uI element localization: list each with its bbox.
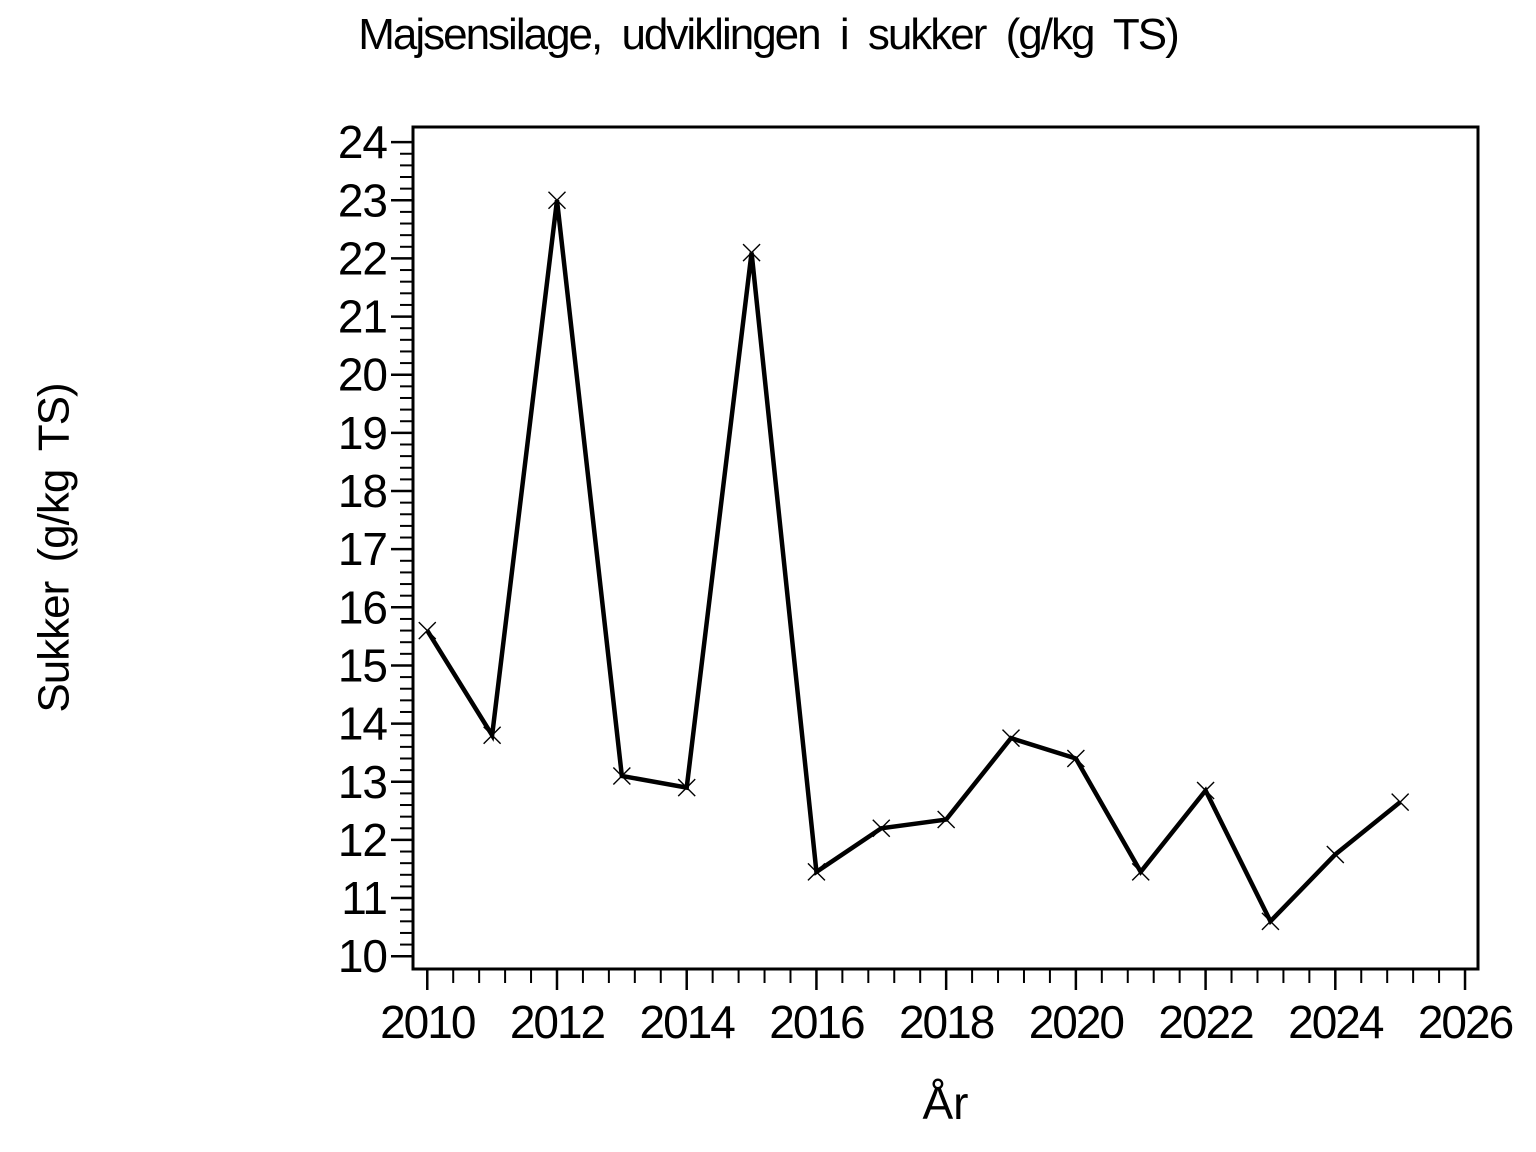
data-point-marker [742,243,761,262]
data-point-marker [483,726,502,745]
y-tick-label: 14 [338,698,388,750]
x-tick-label: 2014 [640,996,736,1048]
y-tick-label: 12 [338,814,387,866]
x-axis-title: År [922,1077,969,1129]
data-point-marker [872,819,891,838]
x-tick-label: 2020 [1029,996,1124,1048]
y-tick-label: 13 [338,756,387,808]
data-point-marker [1326,845,1345,864]
y-tick-label: 21 [338,291,387,343]
y-tick-label: 15 [338,639,387,691]
x-tick-label: 2022 [1158,996,1253,1048]
y-tick-label: 23 [338,174,387,226]
data-point-marker [1261,912,1280,931]
y-tick-label: 20 [338,349,387,401]
data-point-marker [937,810,956,829]
data-point-marker [1066,749,1085,768]
data-point-marker [612,766,631,785]
plot-frame [411,125,1480,971]
data-point-marker [1196,781,1215,800]
y-tick-label: 19 [338,407,387,459]
data-line [425,199,1402,926]
data-point-marker [677,778,696,797]
data-point-marker [1131,862,1150,881]
x-tick-label: 2016 [769,996,864,1048]
data-point-marker [418,621,437,640]
data-point-marker [1002,729,1021,748]
x-tick-label: 2010 [380,996,475,1048]
chart-title: Majsensilage, udviklingen i sukker (g/kg… [358,10,1180,59]
y-tick-label: 24 [338,116,388,168]
x-tick-label: 2024 [1288,996,1384,1048]
x-tick-label: 2026 [1418,996,1513,1048]
data-point-marker [547,191,566,210]
data-point-marker [1391,793,1410,812]
x-tick-label: 2012 [510,996,605,1048]
y-tick-label: 11 [341,872,387,924]
y-tick-label: 16 [338,581,387,633]
x-tick-label: 2018 [899,996,994,1048]
y-tick-label: 18 [338,465,387,517]
y-tick-label: 10 [338,930,387,982]
y-tick-label: 22 [338,232,387,284]
data-point-marker [807,862,826,881]
y-tick-label: 17 [338,523,387,575]
